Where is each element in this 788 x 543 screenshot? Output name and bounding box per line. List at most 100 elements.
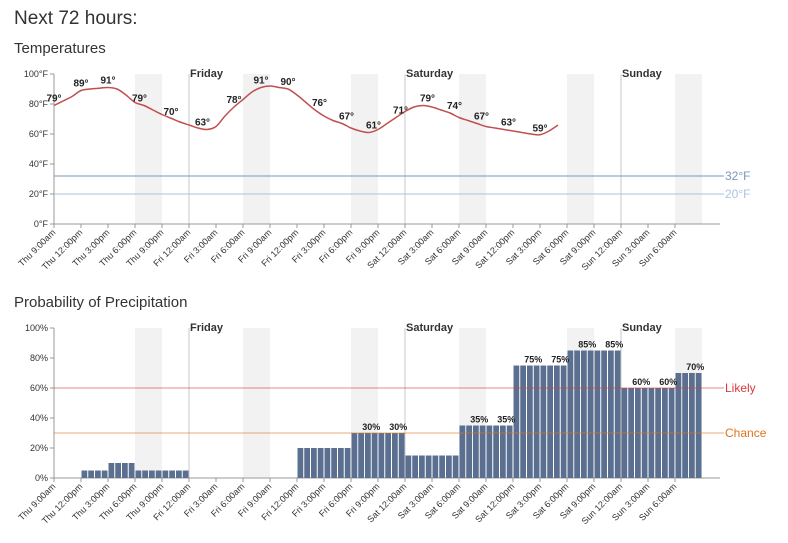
precipitation-bar — [304, 448, 310, 478]
precipitation-bar — [162, 470, 169, 478]
precipitation-bar — [479, 425, 486, 478]
precipitation-bar — [560, 365, 567, 478]
precipitation-bar — [311, 448, 317, 478]
temperature-data-label: 59° — [532, 124, 547, 135]
precipitation-bar — [682, 373, 688, 478]
precipitation-bar — [452, 455, 459, 478]
precipitation-bar — [466, 425, 472, 478]
precipitation-bar — [324, 448, 331, 478]
precip-night-band — [243, 328, 270, 478]
precip-reference-label: Chance — [725, 426, 767, 440]
precipitation-bar — [419, 455, 425, 478]
precipitation-bar — [182, 470, 189, 478]
precip-y-tick-label: 0% — [35, 473, 48, 483]
precipitation-bar — [675, 373, 682, 478]
temp-night-band — [675, 74, 702, 224]
precip-night-band — [135, 328, 162, 478]
precipitation-bar — [378, 433, 385, 478]
precip-day-label: Friday — [190, 322, 224, 334]
precipitation-bar — [371, 433, 378, 478]
temperature-data-label: 71° — [393, 106, 408, 117]
temp-night-band — [351, 74, 378, 224]
temp-reference-label: 32°F — [725, 169, 750, 183]
precipitation-bar — [439, 455, 445, 478]
temp-day-label: Friday — [190, 68, 224, 80]
precipitation-bar — [149, 470, 155, 478]
precipitation-bar — [581, 350, 587, 478]
precipitation-bar — [520, 365, 526, 478]
precipitation-value-label: 85% — [578, 340, 596, 350]
temp-reference-label: 20°F — [725, 187, 750, 201]
temperature-data-label: 90° — [280, 77, 295, 88]
precipitation-bar — [567, 350, 574, 478]
precipitation-value-label: 35% — [470, 415, 488, 425]
page-title: Next 72 hours: — [14, 8, 138, 29]
temperature-data-label: 79° — [132, 94, 147, 105]
precipitation-bar — [554, 365, 560, 478]
temperature-chart: Friday Saturday Sunday 0°F 20°F 40°F 60°F 80°F 1… — [16, 68, 750, 272]
precipitation-bar — [358, 433, 364, 478]
precip-y-tick-label: 100% — [25, 323, 48, 333]
precipitation-bar — [108, 463, 115, 478]
precipitation-bar — [101, 470, 108, 478]
precipitation-bar — [317, 448, 324, 478]
precip-reference-label: Likely — [725, 381, 756, 395]
temp-y-tick-label: 100°F — [24, 69, 49, 79]
precipitation-bar — [459, 425, 466, 478]
temp-night-band — [243, 74, 270, 224]
precipitation-bar — [695, 373, 702, 478]
temperature-data-label: 70° — [163, 107, 178, 118]
precipitation-bar — [344, 448, 351, 478]
precipitation-bar — [405, 455, 412, 478]
precipitation-bar — [540, 365, 547, 478]
precip-day-label: Sunday — [622, 322, 663, 334]
precipitation-bar — [169, 470, 175, 478]
temperature-data-label: 79° — [420, 94, 435, 105]
temp-night-band — [459, 74, 486, 224]
precipitation-bar — [513, 365, 520, 478]
precipitation-bar — [398, 433, 405, 478]
temp-y-tick-label: 60°F — [29, 129, 49, 139]
temp-y-tick-label: 20°F — [29, 189, 49, 199]
precipitation-bar — [385, 433, 391, 478]
precip-y-tick-label: 80% — [30, 353, 48, 363]
precipitation-bar — [142, 470, 148, 478]
temp-y-tick-label: 0°F — [34, 219, 49, 229]
temp-day-label: Saturday — [406, 68, 454, 80]
precipitation-bar — [587, 350, 594, 478]
precipitation-bar — [547, 365, 553, 478]
precipitation-value-label: 85% — [605, 340, 623, 350]
precipitation-bar — [446, 455, 452, 478]
precipitation-value-label: 60% — [659, 377, 677, 387]
precipitation-bar — [135, 470, 142, 478]
precipitation-bar — [527, 365, 533, 478]
precipitation-bar — [486, 425, 493, 478]
precipitation-bar — [331, 448, 337, 478]
temperature-chart-title: Temperatures — [14, 40, 106, 57]
precip-day-label: Saturday — [406, 322, 454, 334]
precip-y-tick-label: 40% — [30, 413, 48, 423]
precipitation-bar — [500, 425, 506, 478]
precipitation-bar — [365, 433, 371, 478]
precipitation-chart-title: Probability of Precipitation — [14, 294, 188, 311]
precipitation-bar — [81, 470, 88, 478]
precip-y-tick-label: 20% — [30, 443, 48, 453]
temperature-data-label: 76° — [312, 98, 327, 109]
temp-day-label: Sunday — [622, 68, 663, 80]
precipitation-bar — [338, 448, 344, 478]
temperature-line — [53, 85, 559, 136]
temp-night-band — [135, 74, 162, 224]
precipitation-bar — [614, 350, 621, 478]
precipitation-bar — [122, 463, 128, 478]
precipitation-bar — [176, 470, 182, 478]
precip-y-tick-label: 60% — [30, 383, 48, 393]
precipitation-bar — [506, 425, 513, 478]
precipitation-bar — [432, 455, 439, 478]
precipitation-bar — [594, 350, 601, 478]
temperature-data-label: 74° — [447, 101, 462, 112]
temperature-data-label: 67° — [474, 112, 489, 123]
precipitation-bar — [392, 433, 398, 478]
precipitation-value-label: 75% — [524, 355, 542, 365]
precipitation-bar — [115, 463, 121, 478]
temperature-data-label: 78° — [226, 95, 241, 106]
